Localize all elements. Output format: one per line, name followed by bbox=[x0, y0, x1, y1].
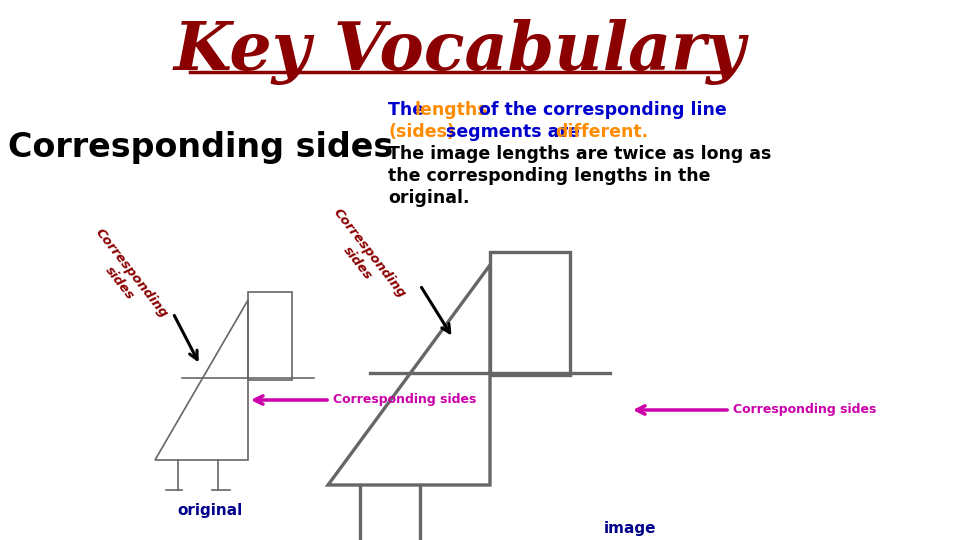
Text: the corresponding lengths in the: the corresponding lengths in the bbox=[388, 167, 710, 185]
Text: The image lengths are twice as long as: The image lengths are twice as long as bbox=[388, 145, 772, 163]
Text: of the corresponding line: of the corresponding line bbox=[473, 101, 727, 119]
Text: image: image bbox=[604, 521, 657, 536]
Text: Corresponding
sides: Corresponding sides bbox=[81, 226, 170, 330]
Text: segments are: segments are bbox=[440, 123, 586, 141]
Text: Corresponding sides: Corresponding sides bbox=[333, 394, 476, 407]
Text: Corresponding sides: Corresponding sides bbox=[8, 132, 394, 165]
Text: different.: different. bbox=[555, 123, 648, 141]
Text: The: The bbox=[388, 101, 430, 119]
Text: Corresponding
sides: Corresponding sides bbox=[318, 206, 408, 310]
Text: Corresponding sides: Corresponding sides bbox=[733, 403, 876, 416]
Text: lengths: lengths bbox=[415, 101, 489, 119]
Text: original.: original. bbox=[388, 189, 469, 207]
Text: Key Vocabulary: Key Vocabulary bbox=[174, 19, 746, 85]
Text: original: original bbox=[178, 503, 243, 517]
Text: (sides): (sides) bbox=[388, 123, 455, 141]
